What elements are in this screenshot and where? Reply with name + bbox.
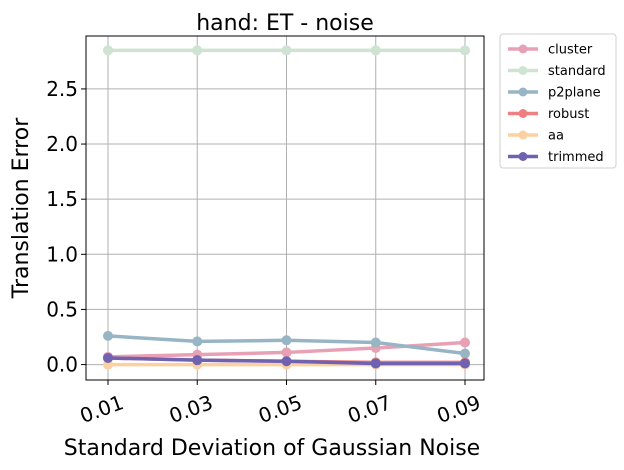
grid — [86, 36, 484, 380]
legend-label: standard — [548, 64, 606, 79]
y-tick-label: 1.5 — [46, 187, 78, 211]
legend-label: p2plane — [548, 86, 601, 101]
series-standard — [103, 45, 470, 56]
x-tick-label: 0.03 — [166, 390, 216, 428]
data-point — [281, 335, 292, 346]
data-point — [460, 45, 470, 56]
legend-label: cluster — [548, 43, 593, 58]
y-tick-label: 1.0 — [46, 242, 78, 266]
legend-swatch-marker — [518, 130, 528, 140]
y-tick-label: 2.5 — [46, 77, 78, 101]
legend-item-robust: robust — [508, 107, 589, 122]
plot-frame — [85, 35, 485, 381]
data-point — [192, 336, 203, 347]
data-point — [370, 358, 381, 369]
data-point — [192, 355, 203, 366]
data-point — [370, 45, 381, 56]
legend-label: trimmed — [548, 150, 604, 165]
legend-item-aa: aa — [508, 129, 564, 144]
series-p2plane — [103, 330, 470, 359]
y-tick-label: 2.0 — [46, 132, 78, 156]
legend: cluster standard p2plane robust aa trimmed — [499, 33, 617, 169]
legend-label: robust — [548, 107, 589, 122]
legend-swatch-marker — [518, 109, 528, 118]
legend-item-standard: standard — [508, 64, 606, 79]
series-trimmed — [103, 352, 470, 369]
data-point — [281, 45, 292, 56]
y-tick-label: 0.5 — [46, 297, 78, 321]
chart-title: hand: ET - noise — [196, 11, 374, 36]
legend-item-trimmed: trimmed — [508, 150, 604, 165]
data-point — [103, 352, 113, 363]
x-tick-label: 0.05 — [255, 390, 305, 428]
data-point — [281, 356, 292, 367]
x-tick-label: 0.09 — [434, 390, 484, 428]
data-point — [460, 348, 470, 359]
data-point — [103, 45, 113, 56]
x-axis: 0.01 0.03 0.05 0.07 0.09 — [77, 380, 484, 428]
data-point — [460, 358, 470, 369]
data-point — [192, 45, 203, 56]
legend-item-p2plane: p2plane — [508, 86, 601, 101]
x-tick-label: 0.01 — [77, 390, 127, 428]
y-axis: 0.0 0.5 1.0 1.5 2.0 2.5 — [46, 77, 86, 377]
y-tick-label: 0.0 — [46, 353, 78, 377]
x-axis-label: Standard Deviation of Gaussian Noise — [64, 436, 480, 461]
data-point — [103, 330, 113, 341]
legend-label: aa — [548, 129, 564, 144]
legend-swatch-marker — [518, 44, 528, 54]
legend-swatch-marker — [518, 152, 528, 161]
legend-item-cluster: cluster — [508, 43, 593, 58]
x-tick-label: 0.07 — [344, 390, 394, 428]
data-point — [281, 347, 292, 358]
series-layer — [103, 45, 470, 370]
legend-swatch-marker — [518, 87, 528, 97]
data-point — [460, 337, 470, 348]
data-point — [370, 337, 381, 348]
legend-swatch-marker — [518, 66, 528, 75]
y-axis-label: Translation Error — [9, 117, 34, 299]
